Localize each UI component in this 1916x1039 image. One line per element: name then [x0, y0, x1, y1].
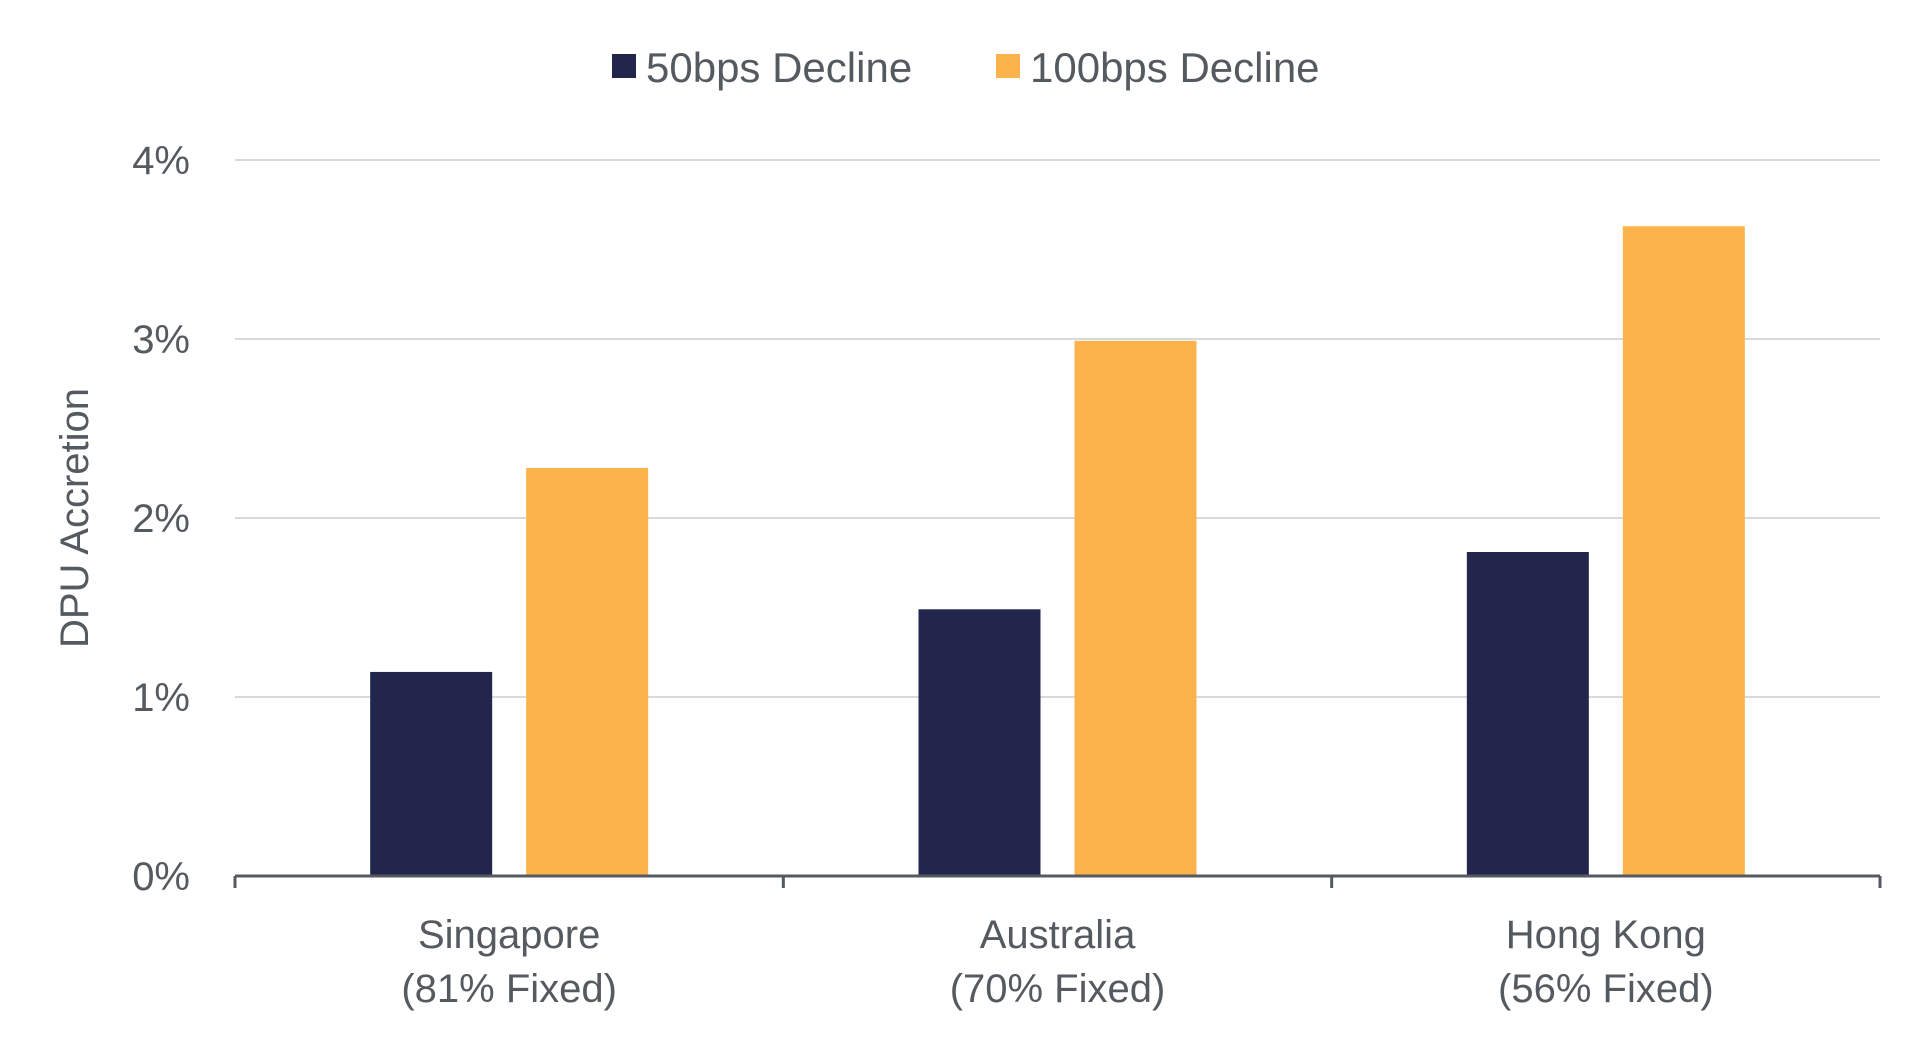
x-tick-label: Australia: [980, 913, 1136, 957]
bar-50bps-decline-2: [1466, 552, 1589, 876]
x-tick-label: (70% Fixed): [950, 967, 1166, 1011]
bar-100bps-decline-2: [1622, 226, 1745, 877]
bar-100bps-decline-1: [1074, 340, 1197, 876]
x-tick-label: (81% Fixed): [401, 967, 617, 1011]
legend-label: 100bps Decline: [1030, 44, 1320, 91]
bar-100bps-decline-0: [526, 467, 649, 876]
y-axis-title: DPU Accretion: [53, 388, 97, 648]
x-axis-category-labels: Singapore (81% Fixed) Australia (70% Fixed)…: [401, 913, 1713, 1011]
legend-label: 50bps Decline: [646, 44, 912, 91]
gridlines: [235, 159, 1880, 698]
x-tick-label: Singapore: [418, 913, 600, 957]
legend: 50bps Decline 100bps Decline: [612, 44, 1320, 91]
x-axis: [233, 874, 1882, 888]
y-tick-label: 2%: [132, 497, 190, 541]
bars: [370, 226, 1745, 877]
y-tick-label: 3%: [132, 318, 190, 362]
legend-swatch: [612, 54, 636, 78]
bar-50bps-decline-0: [370, 671, 493, 876]
y-axis-ticks: 0% 1% 2% 3% 4%: [132, 139, 190, 899]
bar-50bps-decline-1: [918, 609, 1041, 876]
y-tick-label: 4%: [132, 139, 190, 183]
legend-swatch: [996, 54, 1020, 78]
y-tick-label: 0%: [132, 855, 190, 899]
x-tick-label: (56% Fixed): [1498, 967, 1714, 1011]
x-tick-label: Hong Kong: [1506, 913, 1706, 957]
y-tick-label: 1%: [132, 676, 190, 720]
